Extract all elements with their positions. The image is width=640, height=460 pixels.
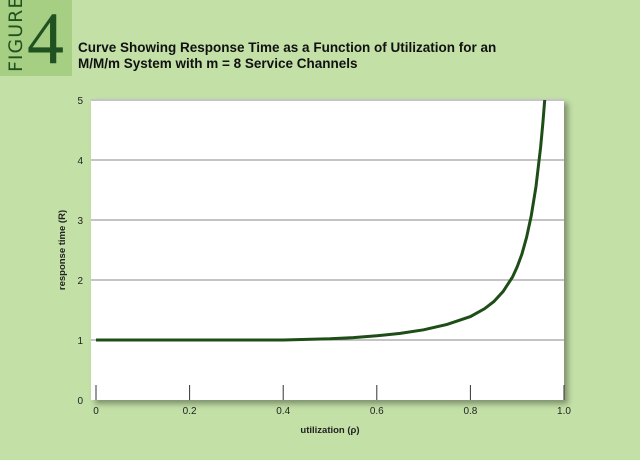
y-tick-labels: 0 1 2 3 4 5 [77, 96, 83, 407]
y-tick-label: 5 [77, 96, 83, 107]
x-axis-label: utilization (ρ) [300, 425, 359, 436]
y-axis-label: response time (R) [57, 210, 68, 290]
chart-title-line-2: M/M/m System with m = 8 Service Channels [78, 56, 358, 71]
y-tick-label: 2 [77, 276, 83, 287]
x-tick-label: 0.2 [183, 406, 197, 417]
x-tick-labels: 0 0.2 0.4 0.6 0.8 1.0 [93, 406, 571, 417]
y-tick-label: 4 [77, 156, 83, 167]
figure-badge: FIGURE 4 [0, 0, 72, 76]
x-tick-label: 0.6 [370, 406, 384, 417]
x-tick-label: 0 [93, 406, 99, 417]
x-tick-label: 1.0 [557, 406, 571, 417]
response-time-curve [96, 100, 547, 342]
y-tick-label: 0 [77, 396, 83, 407]
chart-title: Curve Showing Response Time as a Functio… [78, 40, 548, 72]
chart-title-line-1: Curve Showing Response Time as a Functio… [78, 40, 497, 55]
x-tick-label: 0.4 [276, 406, 290, 417]
y-tick-label: 3 [77, 216, 83, 227]
figure-number: 4 [27, 0, 64, 80]
plot-area [91, 99, 564, 400]
y-tick-label: 1 [77, 336, 83, 347]
x-tick-label: 0.8 [463, 406, 477, 417]
